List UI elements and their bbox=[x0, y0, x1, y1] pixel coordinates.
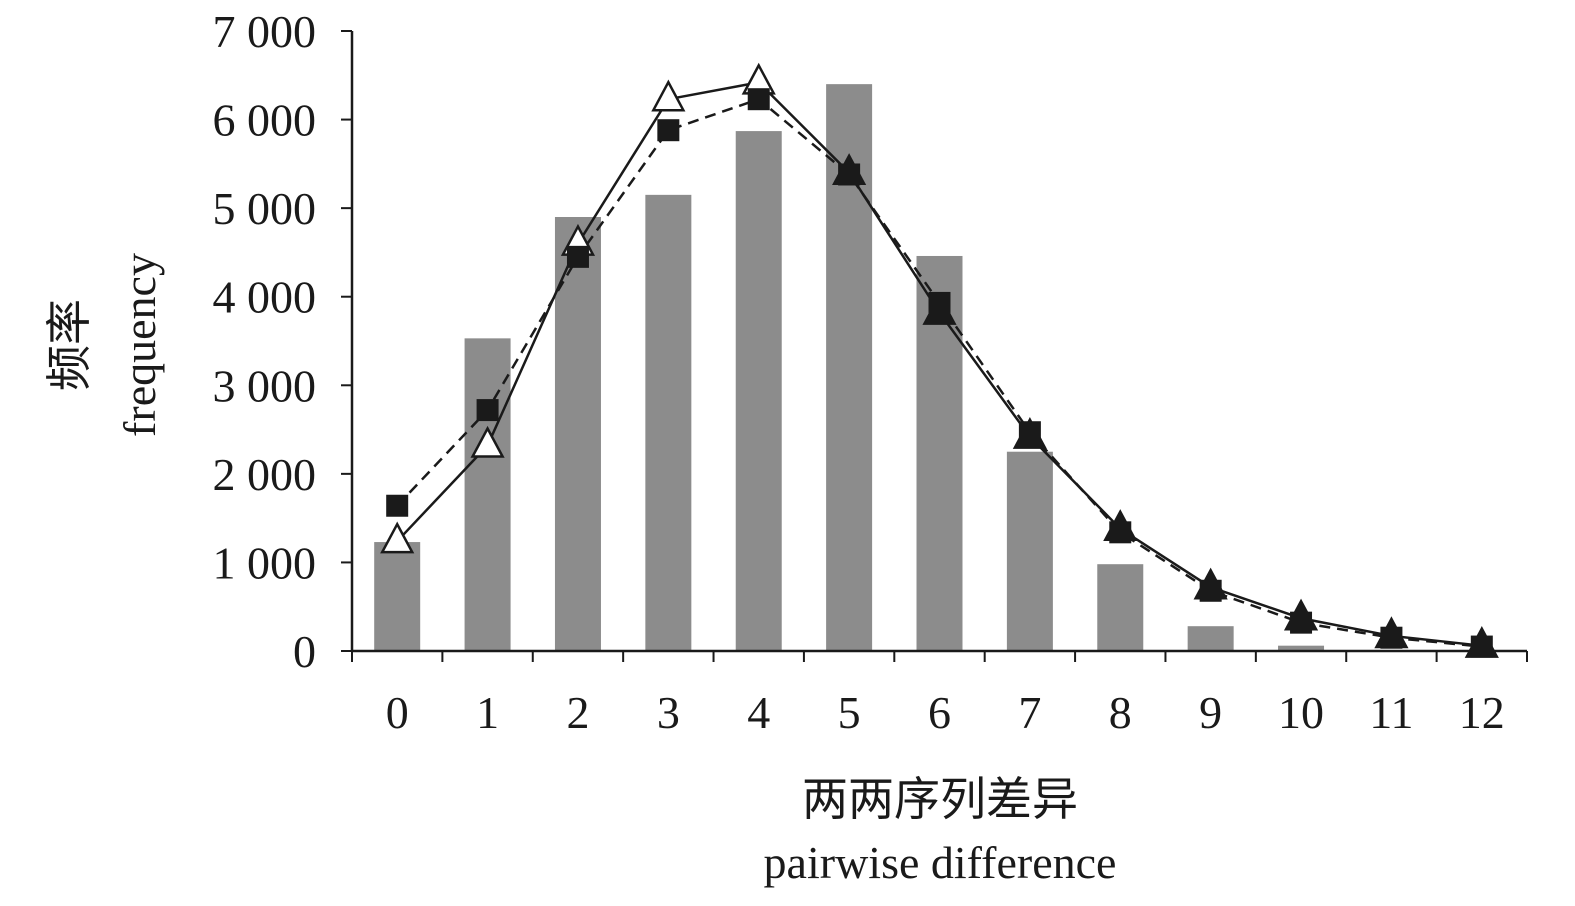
bar bbox=[645, 194, 692, 651]
y-tick-label: 4 000 bbox=[213, 272, 317, 323]
bar bbox=[1187, 626, 1234, 651]
bar bbox=[554, 217, 601, 651]
x-tick-label: 1 bbox=[476, 687, 499, 738]
x-tick-label: 11 bbox=[1369, 687, 1413, 738]
square-marker bbox=[1290, 611, 1313, 634]
square-marker bbox=[566, 245, 589, 268]
x-tick-label: 4 bbox=[747, 687, 770, 738]
bar bbox=[735, 131, 782, 652]
x-tick-label: 6 bbox=[928, 687, 951, 738]
square-marker bbox=[386, 494, 409, 517]
triangle-marker bbox=[651, 79, 686, 112]
bar bbox=[1278, 645, 1325, 651]
x-axis-title-cn: 两两序列差异 bbox=[802, 774, 1078, 825]
square-marker bbox=[1380, 626, 1403, 649]
y-tick-label: 6 000 bbox=[213, 95, 317, 146]
bar bbox=[1006, 451, 1053, 651]
square-marker bbox=[1470, 635, 1493, 658]
x-tick-label: 12 bbox=[1459, 687, 1505, 738]
x-axis-title-en: pairwise difference bbox=[764, 837, 1117, 888]
square-marker bbox=[1018, 421, 1041, 444]
y-tick-label: 3 000 bbox=[213, 360, 317, 411]
x-tick-label: 7 bbox=[1018, 687, 1041, 738]
x-tick-label: 5 bbox=[838, 687, 861, 738]
y-tick-label: 1 000 bbox=[213, 537, 317, 588]
square-marker bbox=[476, 399, 499, 422]
y-tick-label: 5 000 bbox=[213, 183, 317, 234]
x-tick-label: 8 bbox=[1109, 687, 1132, 738]
y-axis-title-cn: 频率 bbox=[44, 299, 95, 391]
x-tick-label: 2 bbox=[566, 687, 589, 738]
triangle-marker bbox=[380, 521, 415, 554]
bar bbox=[374, 542, 421, 651]
y-axis-title-en: frequency bbox=[114, 253, 165, 437]
x-tick-label: 3 bbox=[657, 687, 680, 738]
x-tick-label: 0 bbox=[386, 687, 409, 738]
square-marker bbox=[657, 119, 680, 142]
square-marker bbox=[838, 163, 861, 186]
y-tick-label: 2 000 bbox=[213, 449, 317, 500]
square-marker bbox=[1109, 521, 1132, 544]
bar bbox=[1097, 564, 1144, 651]
y-tick-label: 7 000 bbox=[213, 6, 317, 57]
square-marker bbox=[747, 88, 770, 111]
y-tick-label: 0 bbox=[293, 626, 316, 677]
bar bbox=[464, 338, 511, 651]
x-tick-label: 9 bbox=[1199, 687, 1222, 738]
x-tick-label: 10 bbox=[1278, 687, 1324, 738]
triangle-marker bbox=[470, 425, 505, 458]
square-marker bbox=[928, 291, 951, 314]
square-marker bbox=[1199, 579, 1222, 602]
